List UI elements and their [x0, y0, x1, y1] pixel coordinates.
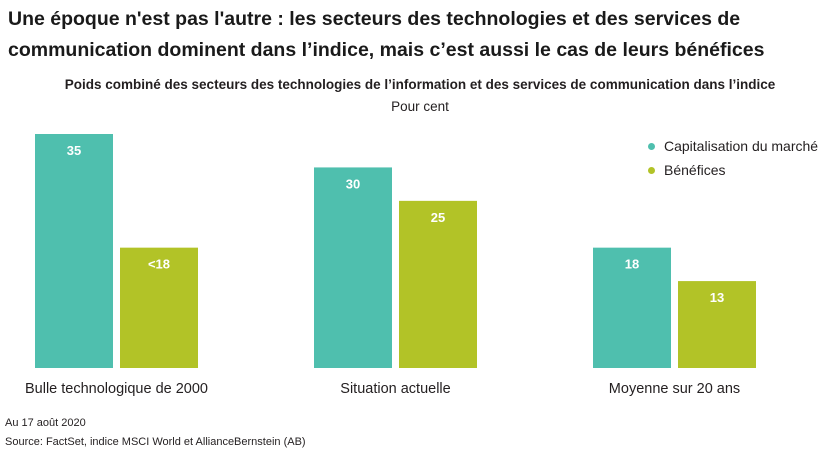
data-label-earnings-1: <18: [148, 257, 170, 272]
category-label-1: Bulle technologique de 2000: [25, 381, 208, 397]
bar-earnings-2: [399, 200, 477, 368]
bar-market-cap-1: [35, 134, 113, 368]
legend-item-market-cap: Capitalisation du marché: [648, 134, 818, 158]
bar-market-cap-3: [593, 247, 671, 368]
bar-earnings-1: [120, 247, 198, 368]
category-label-2: Situation actuelle: [340, 381, 450, 397]
as-of-date: Au 17 août 2020: [5, 417, 86, 429]
legend-label-market-cap: Capitalisation du marché: [664, 138, 819, 154]
chart-headline: Une époque n'est pas l'autre : les secte…: [8, 8, 765, 61]
chart-legend: Capitalisation du marché Bénéfices: [648, 134, 818, 182]
data-label-earnings-3: 13: [710, 290, 724, 305]
legend-swatch-earnings: [648, 166, 655, 174]
chart-title: Poids combiné des secteurs des technolog…: [64, 77, 776, 92]
data-label-market-cap-3: 18: [625, 257, 639, 272]
data-label-market-cap-2: 30: [346, 176, 360, 191]
chart-notes: Au 17 août 2020 Source: FactSet, indice …: [5, 414, 306, 452]
legend-swatch-market-cap: [648, 142, 655, 150]
legend-label-earnings: Bénéfices: [664, 162, 726, 178]
bar-earnings-3: [678, 281, 756, 368]
legend-item-earnings: Bénéfices: [648, 158, 818, 182]
data-label-market-cap-1: 35: [67, 143, 81, 158]
chart-unit: Pour cent: [391, 99, 449, 114]
category-label-3: Moyenne sur 20 ans: [609, 381, 740, 397]
bar-market-cap-2: [314, 167, 392, 368]
data-label-earnings-2: 25: [431, 210, 445, 225]
source-note: Source: FactSet, indice MSCI World et Al…: [5, 436, 306, 448]
